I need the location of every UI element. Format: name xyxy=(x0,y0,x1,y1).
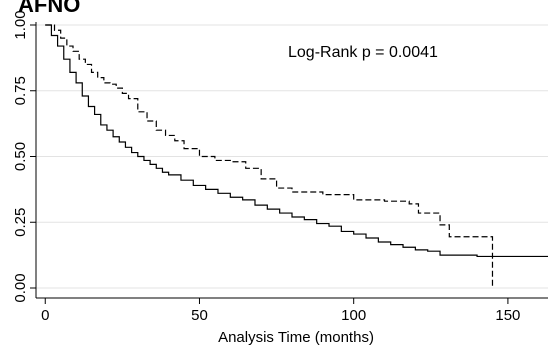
tick-marks xyxy=(30,24,509,304)
tick-labels: 0.00 0.25 0.50 0.75 1.00 0 50 100 150 xyxy=(12,10,520,324)
series-line-solid xyxy=(45,24,548,258)
x-axis-title: Analysis Time (months) xyxy=(218,329,374,346)
x-tick-label-2: 100 xyxy=(341,307,366,324)
x-tick-label-3: 150 xyxy=(495,307,520,324)
y-tick-label-4: 1.00 xyxy=(12,10,29,39)
chart-title: AFNO xyxy=(18,0,80,17)
logrank-annotation: Log-Rank p = 0.0041 xyxy=(288,44,438,61)
title-group: AFNO xyxy=(18,0,80,17)
gridlines xyxy=(36,24,548,289)
axes xyxy=(35,22,548,299)
y-tick-label-1: 0.25 xyxy=(12,208,29,237)
series-lines xyxy=(45,24,548,288)
series-line-dashed xyxy=(45,24,494,288)
y-tick-label-0: 0.00 xyxy=(12,273,29,302)
x-tick-label-0: 0 xyxy=(41,307,49,324)
x-tick-label-1: 50 xyxy=(191,307,208,324)
y-tick-label-2: 0.50 xyxy=(12,142,29,171)
y-tick-label-3: 0.75 xyxy=(12,76,29,105)
